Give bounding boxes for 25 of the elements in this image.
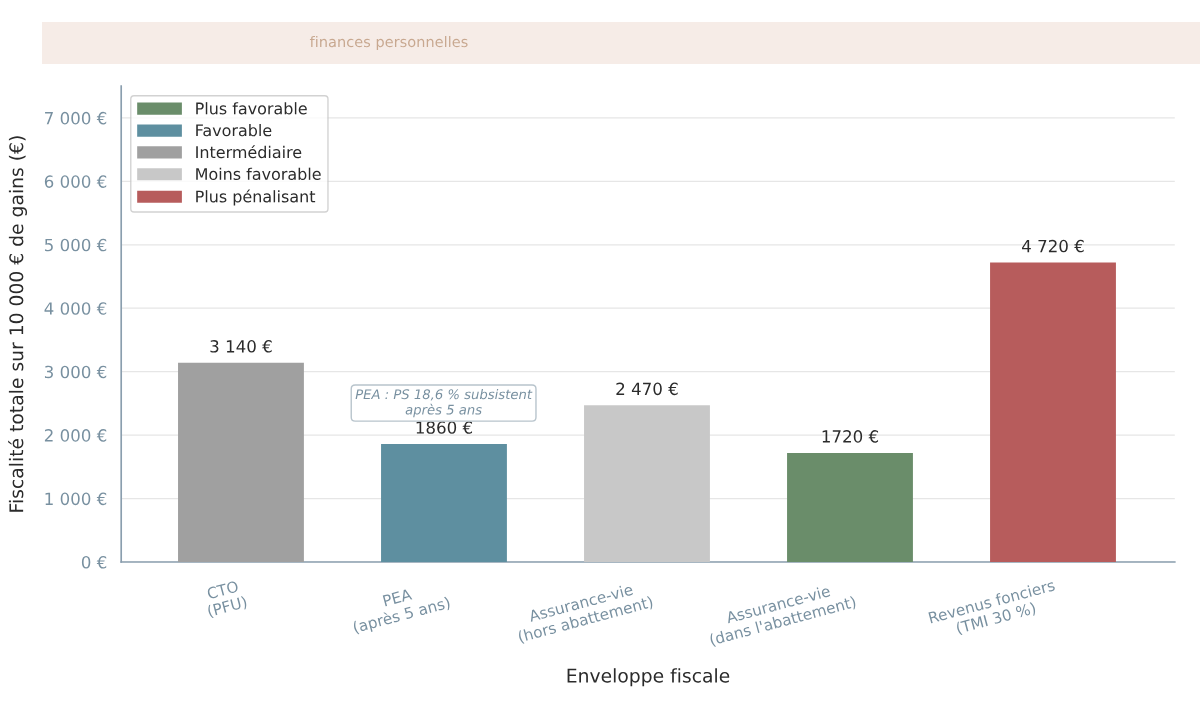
chart-subtitle: finances personnelles <box>309 35 468 51</box>
y-tick-label: 0 € <box>81 555 107 569</box>
x-tick-label: PEA (après 5 ans) <box>352 588 452 636</box>
y-tick-label: 4 000 € <box>44 302 107 315</box>
x-tick-label: Revenus fonciers (TMI 30 %) <box>928 578 1056 636</box>
data-label: 1860 € <box>416 421 473 434</box>
data-label: 1720 € <box>822 430 879 443</box>
legend-label: Favorable <box>196 123 272 137</box>
x-tick-label: CTO (PFU) <box>206 580 248 619</box>
legend-label: Plus pénalisant <box>196 189 316 206</box>
legend-label: Plus favorable <box>196 102 307 115</box>
legend-label: Moins favorable <box>196 167 321 181</box>
y-tick-label: 1 000 € <box>45 492 107 506</box>
data-label: 2 470 € <box>616 382 678 396</box>
data-label: 4 720 € <box>1022 239 1084 253</box>
y-tick-label: 2 000 € <box>44 429 107 442</box>
x-axis-title: Enveloppe fiscale <box>567 668 730 687</box>
annotation: PEA : PS 18,6 % subsistent après 5 ans <box>355 388 533 418</box>
y-tick-label: 5 000 € <box>44 238 107 252</box>
legend-label: Intermédiaire <box>196 145 302 159</box>
y-tick-label: 3 000 € <box>44 365 107 379</box>
data-label: 3 140 € <box>210 340 272 353</box>
y-tick-label: 6 000 € <box>44 175 107 188</box>
y-axis-title: Fiscalité totale sur 10 000 € de gains (€) <box>8 136 28 512</box>
y-tick-label: 7 000 € <box>45 111 107 125</box>
